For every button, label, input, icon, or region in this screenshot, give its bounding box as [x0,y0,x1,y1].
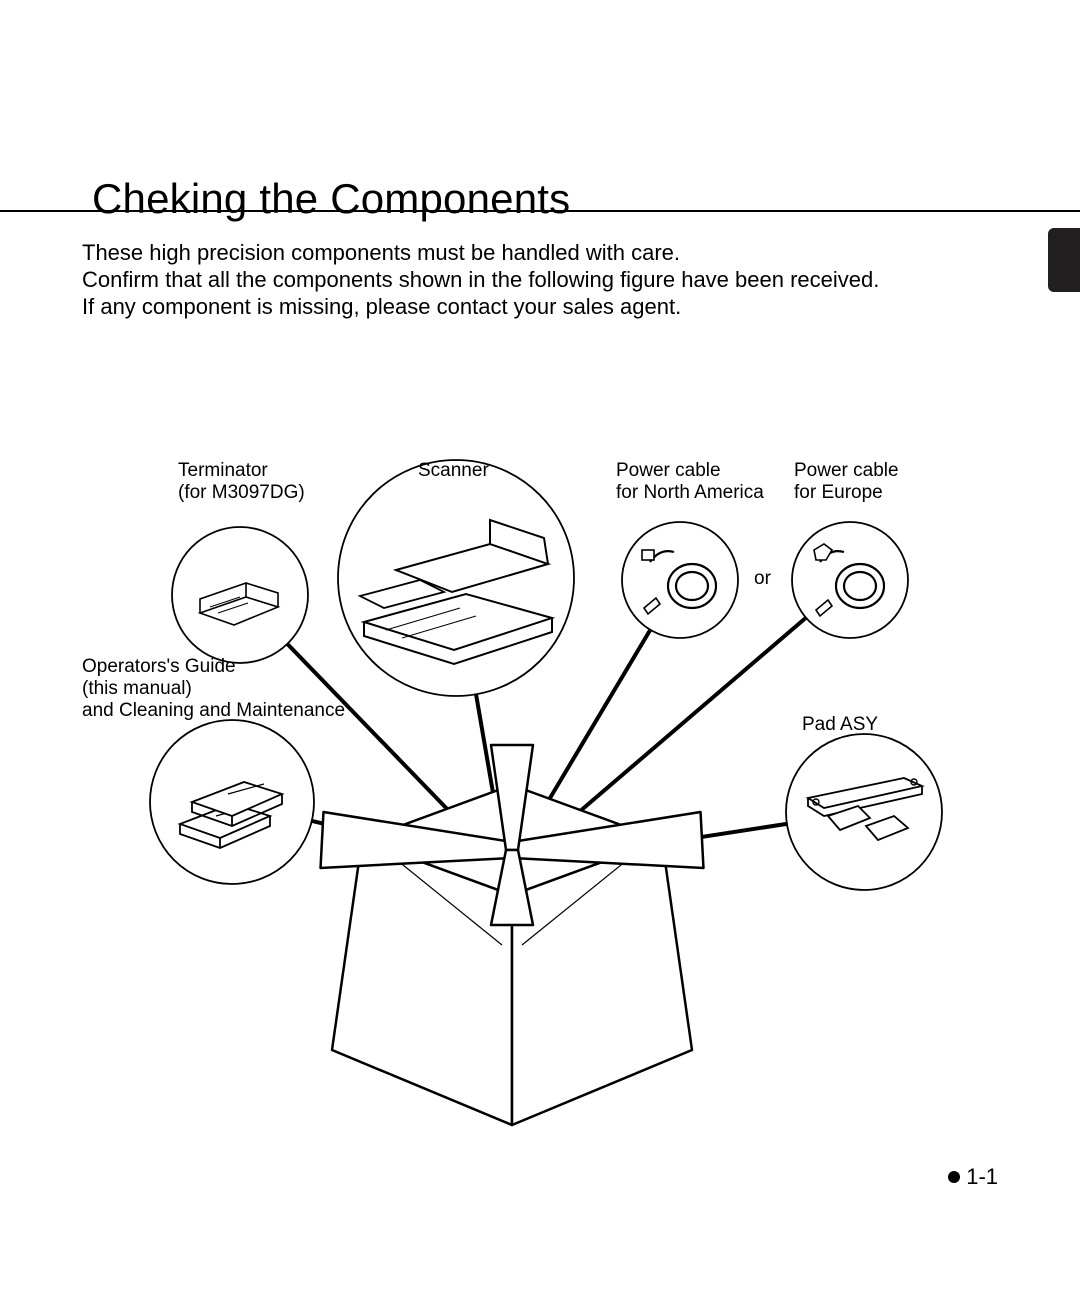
label-pad: Pad ASY [802,714,878,736]
label-line: Terminator [178,460,305,482]
page-number: 1-1 [948,1164,998,1190]
components-figure: Terminator (for M3097DG) Scanner Power c… [82,450,1002,1170]
label-line: for Europe [794,482,899,504]
page-title: Cheking the Components [92,176,570,222]
intro-text: These high precision components must be … [82,240,879,320]
label-or: or [754,568,771,590]
label-line: Power cable [794,460,899,482]
intro-line: These high precision components must be … [82,240,879,267]
label-guide: Operators's Guide (this manual) and Clea… [82,656,345,722]
label-line: (this manual) [82,678,345,700]
label-line: for North America [616,482,764,504]
page-number-bullet-icon [948,1171,960,1183]
components-svg [82,450,1002,1170]
label-terminator: Terminator (for M3097DG) [178,460,305,504]
label-line: (for M3097DG) [178,482,305,504]
title-rule [0,210,1080,212]
label-power-eu: Power cable for Europe [794,460,899,504]
label-line: Operators's Guide [82,656,345,678]
page-number-text: 1-1 [966,1164,998,1190]
label-scanner: Scanner [418,460,489,482]
document-page: Cheking the Components These high precis… [0,0,1080,1298]
label-line: Power cable [616,460,764,482]
label-power-na: Power cable for North America [616,460,764,504]
intro-line: Confirm that all the components shown in… [82,267,879,294]
label-line: and Cleaning and Maintenance [82,700,345,722]
edge-tab [1048,228,1080,292]
intro-line: If any component is missing, please cont… [82,294,879,321]
